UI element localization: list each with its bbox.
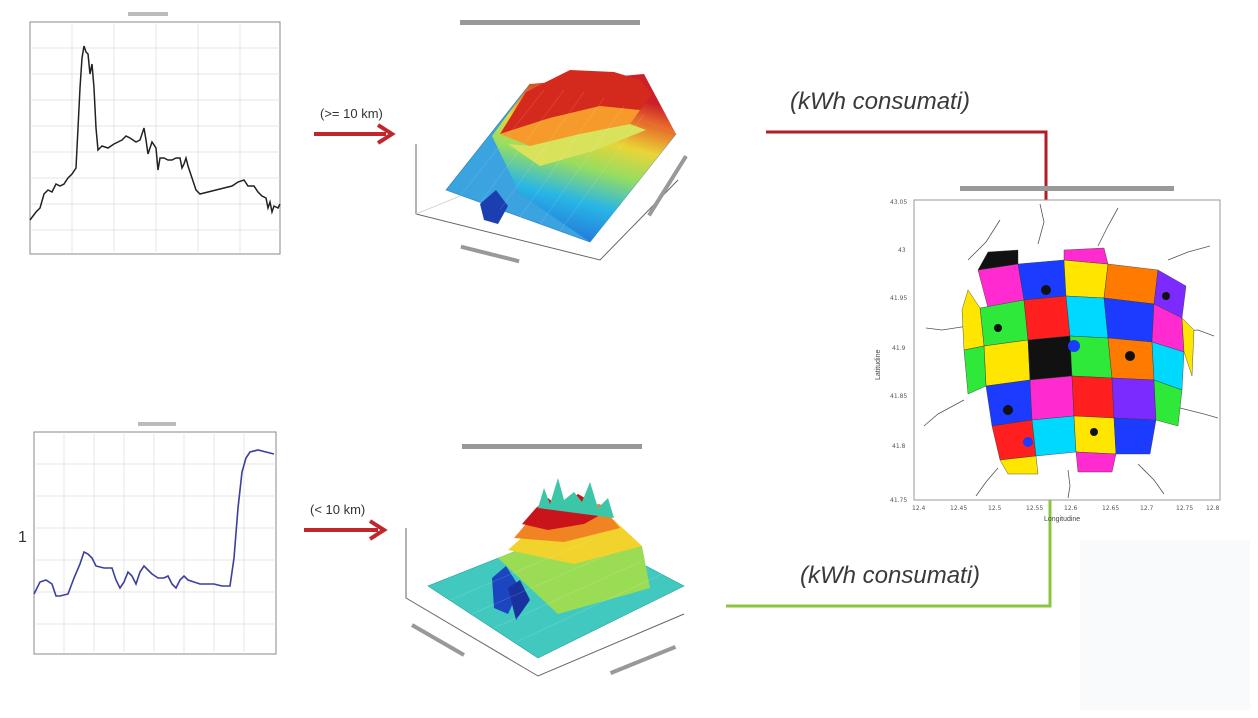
y-tick: 41.8 — [892, 443, 906, 450]
output-label-bottom: (kWh consumati) — [800, 562, 981, 589]
speed-profile-chart-top-svg — [29, 12, 281, 255]
y-tick: 41.95 — [890, 295, 907, 302]
y-tick: 43.05 — [890, 199, 907, 206]
title-mark — [460, 20, 640, 25]
consumption-surface-bottom — [388, 438, 698, 700]
consumption-surface-top-svg — [415, 20, 688, 264]
surface-blue-drop — [480, 190, 508, 224]
xlabel-mark — [411, 623, 465, 657]
x-tick: 12.4 — [912, 505, 926, 512]
arrow-label-bottom: (< 10 km) — [310, 502, 366, 517]
background-block — [1080, 540, 1250, 710]
x-tick: 12.7 — [1140, 505, 1154, 512]
ylabel-mark — [609, 645, 677, 675]
consumption-surface-top — [400, 14, 700, 276]
map-zones — [961, 247, 1195, 475]
x-tick: 12.75 — [1176, 505, 1193, 512]
y-tick: 41.85 — [890, 393, 907, 400]
output-label-top: (kWh consumati) — [790, 88, 971, 115]
title-mark — [462, 444, 642, 449]
axis-frame — [405, 528, 685, 677]
grid — [30, 22, 280, 254]
y-tick: 43 — [898, 247, 906, 254]
x-tick: 12.8 — [1206, 505, 1220, 512]
surface-yellow — [508, 124, 646, 166]
zone-map-chart-svg: 43.05 43 41.95 41.9 41.85 41.8 41.75 12.… — [875, 186, 1221, 523]
surface-peak — [500, 70, 652, 134]
axis-frame — [415, 144, 679, 261]
x-tick: 12.65 — [1102, 505, 1119, 512]
speed-profile-chart-bottom: 1 — [18, 418, 288, 668]
grid — [34, 432, 276, 654]
x-tick: 12.55 — [1026, 505, 1043, 512]
arrow-label-top: (>= 10 km) — [320, 106, 383, 121]
map-y-ticks: 43.05 43 41.95 41.9 41.85 41.8 41.75 — [890, 199, 907, 504]
speed-line-top — [29, 45, 281, 221]
speed-profile-chart-bottom-svg: 1 — [18, 422, 277, 655]
y-tick: 41.9 — [892, 345, 906, 352]
ylabel-mark — [647, 154, 688, 217]
surface-blue-drop-2 — [508, 580, 530, 620]
bottom-chart-side-mark: 1 — [18, 529, 27, 546]
speed-line-bottom — [33, 449, 275, 597]
surface-orange — [500, 106, 640, 146]
consumption-surface-bottom-svg — [405, 444, 685, 677]
y-tick: 41.75 — [890, 497, 907, 504]
x-tick: 12.45 — [950, 505, 967, 512]
xlabel-mark — [460, 244, 520, 264]
map-roads — [923, 203, 1219, 499]
map-dots — [994, 285, 1170, 447]
surface-spikes — [538, 478, 614, 518]
arrow-top — [314, 123, 396, 145]
x-tick: 12.6 — [1064, 505, 1078, 512]
mesh-lines — [449, 537, 663, 643]
arrow-bottom — [304, 519, 388, 541]
top-chart-title-mark — [128, 12, 168, 16]
title-mark — [960, 186, 1174, 191]
bottom-chart-title-mark — [138, 422, 176, 426]
speed-profile-chart-top — [18, 8, 288, 270]
map-ylabel: Latitudine — [875, 350, 882, 380]
zone-map-chart: 43.05 43 41.95 41.9 41.85 41.8 41.75 12.… — [868, 180, 1230, 524]
map-xlabel: Longitudine — [1044, 516, 1080, 523]
map-x-ticks: 12.4 12.45 12.5 12.55 12.6 12.65 12.7 12… — [912, 505, 1220, 512]
x-tick: 12.5 — [988, 505, 1002, 512]
mesh-lines — [459, 89, 645, 232]
